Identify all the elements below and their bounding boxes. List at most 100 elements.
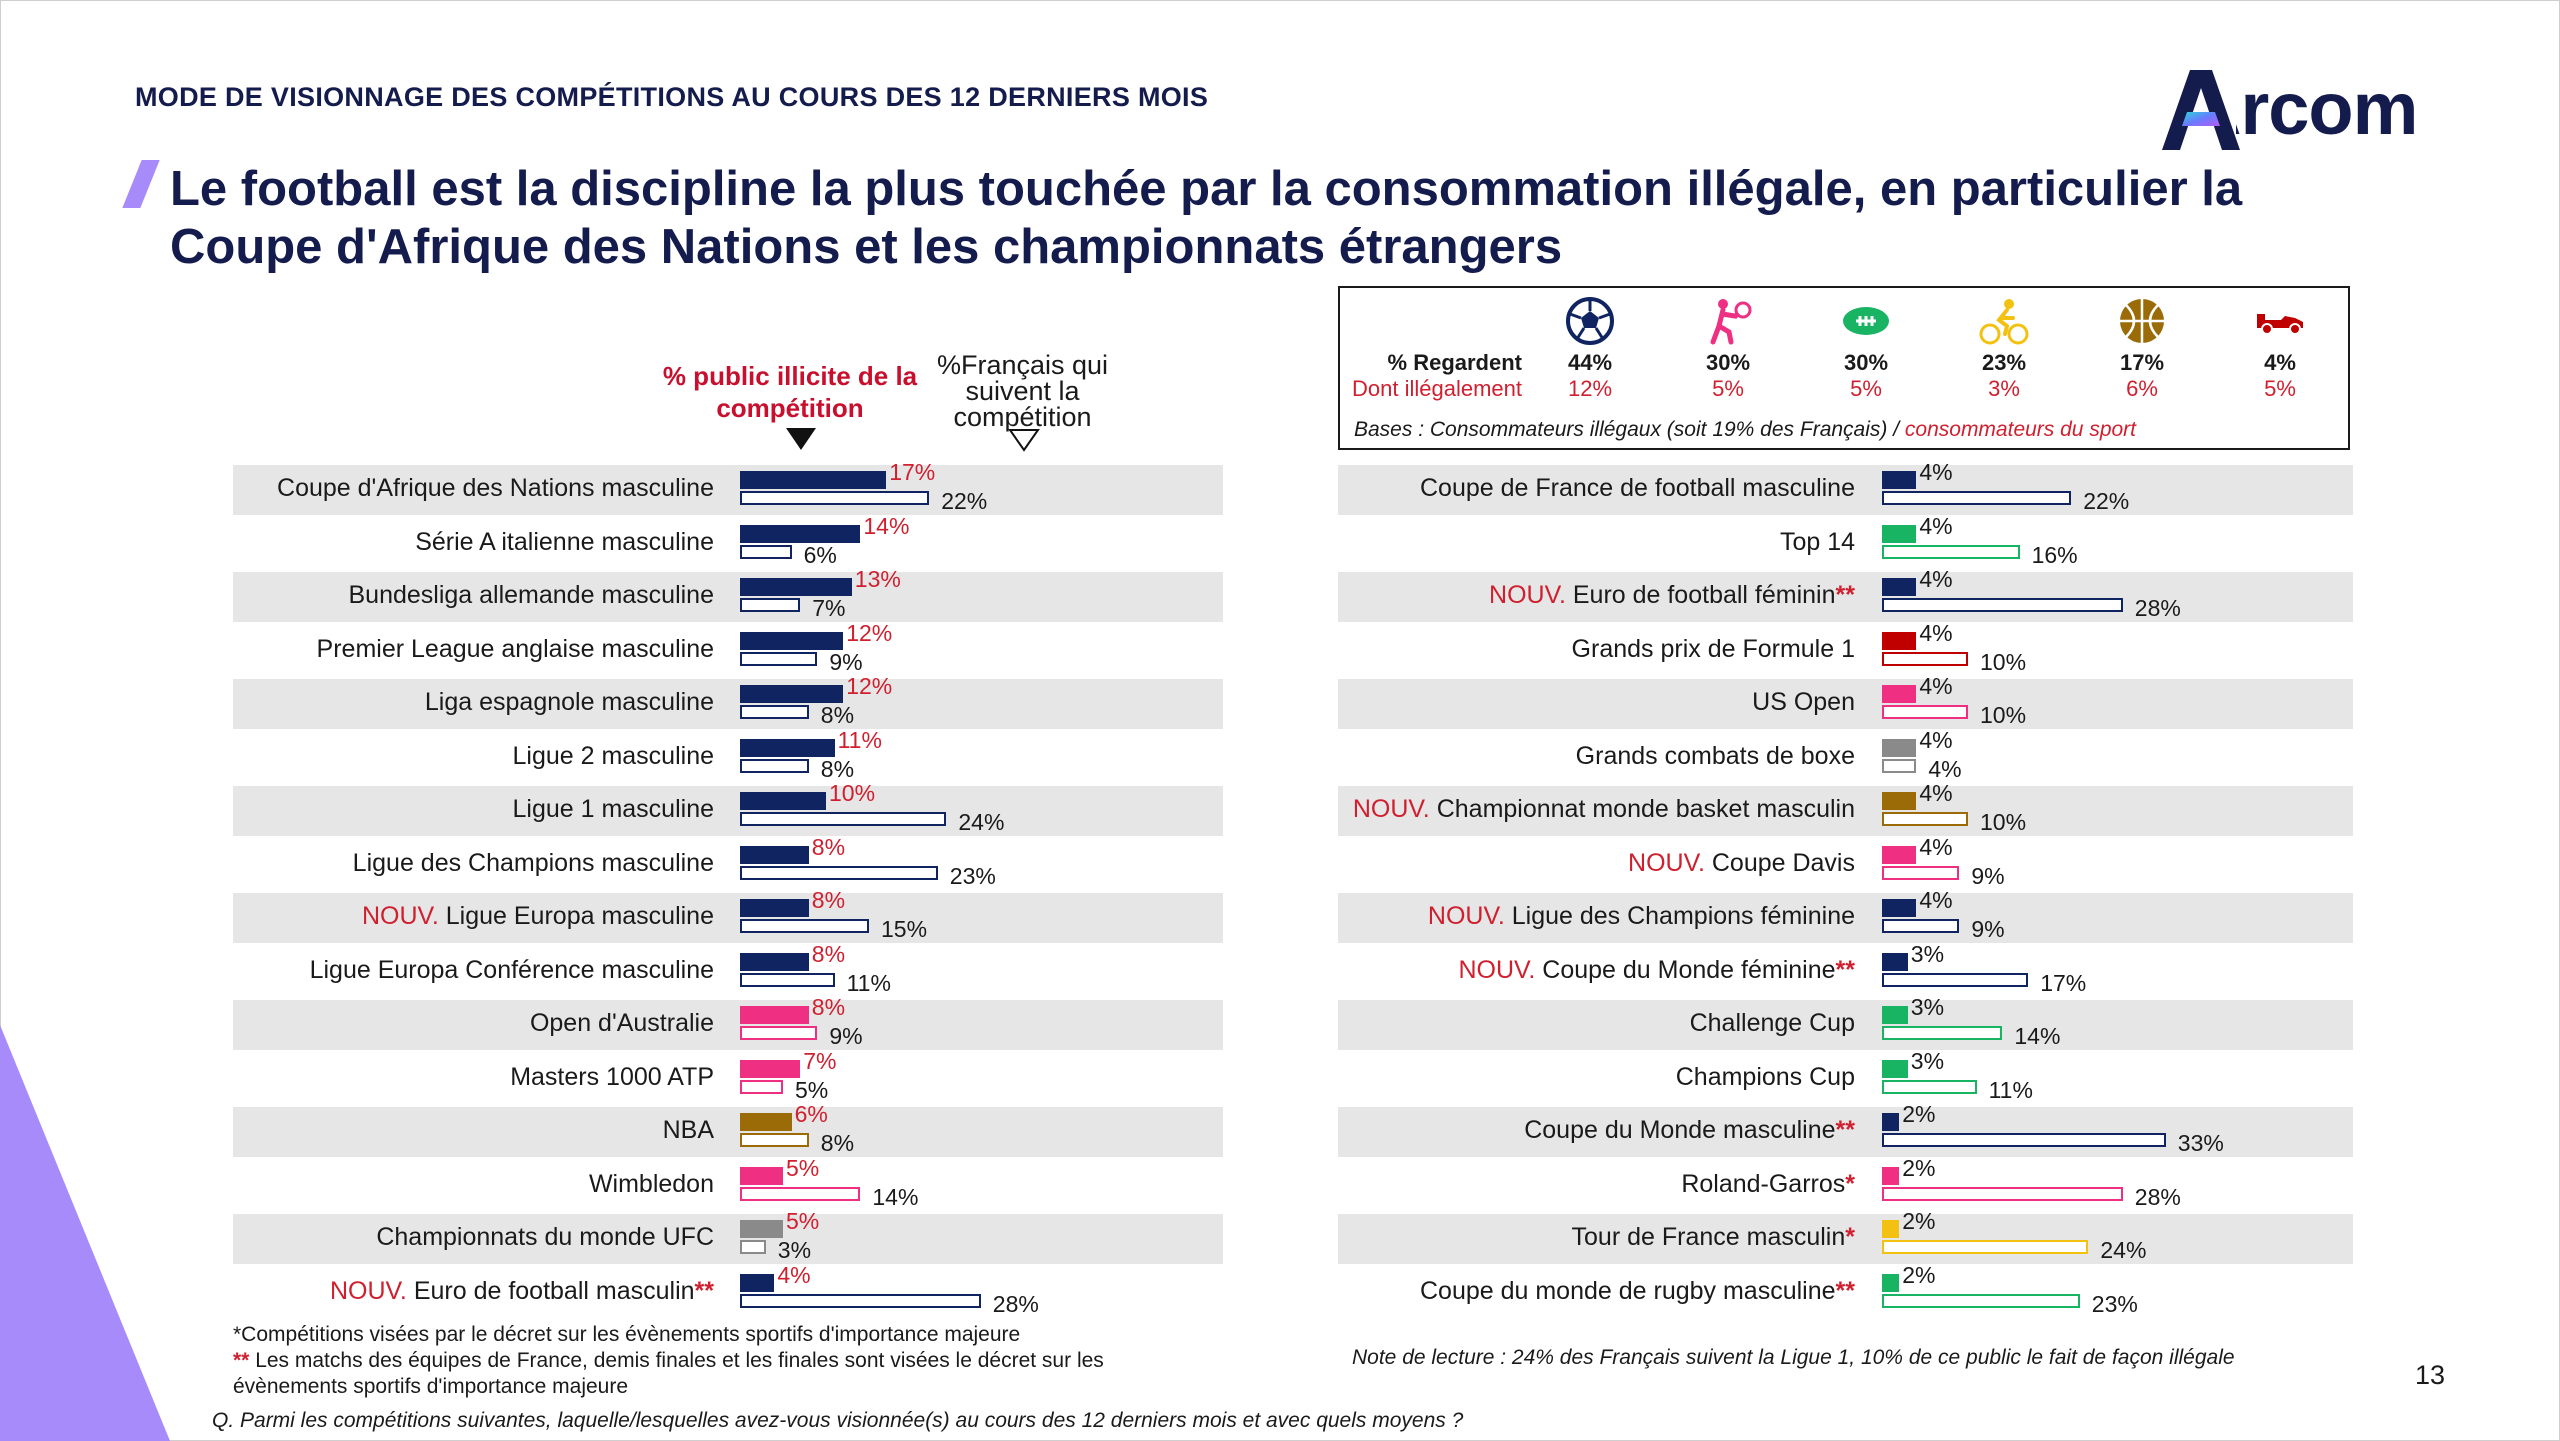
value-label-illicit: 4% xyxy=(1919,619,1953,646)
value-label-follow: 28% xyxy=(2134,595,2181,621)
bar-follow xyxy=(1882,491,2072,505)
table-row-bg xyxy=(1338,679,2353,729)
header-follow-label: %Français qui suivent la compétition xyxy=(936,350,1109,432)
category-name: Championnat monde basket masculin xyxy=(1436,795,1855,823)
category-name: US Open xyxy=(1752,688,1855,716)
category-name: Championnats du monde UFC xyxy=(376,1223,714,1251)
bar-illicit xyxy=(1882,1273,1900,1292)
category-label: Grands prix de Formule 1 xyxy=(1572,635,1855,664)
value-label-follow: 15% xyxy=(881,916,928,942)
bar-follow xyxy=(1882,865,1960,880)
cyclist-icon xyxy=(1979,299,2029,345)
bar-follow xyxy=(1882,812,1968,826)
value-label-illicit: 4% xyxy=(1919,780,1953,806)
bar-follow xyxy=(1882,919,1960,933)
bar-illicit xyxy=(1882,792,1917,810)
bar-follow xyxy=(740,919,869,933)
category-name: Coupe d'Afrique des Nations masculine xyxy=(277,474,714,502)
decree-marker: ** xyxy=(1835,1276,1855,1305)
table-row-bg xyxy=(1338,786,2353,836)
table-row-bg xyxy=(233,465,1223,515)
value-label-follow: 6% xyxy=(803,541,837,568)
category-label: Tour de France masculin* xyxy=(1572,1223,1855,1252)
value-label-follow: 23% xyxy=(2091,1290,2138,1317)
bar-follow xyxy=(740,598,801,612)
table-row-bg xyxy=(233,893,1223,943)
basketball-icon xyxy=(2120,299,2164,343)
legend-bases-prefix: Bases : Consommateurs illégaux (soit 19%… xyxy=(1354,418,1905,441)
value-label-illicit: 12% xyxy=(846,619,893,646)
value-label-illicit: 4% xyxy=(1919,673,1953,699)
category-name: Ligue Europa Conférence masculine xyxy=(309,955,714,984)
new-badge: NOUV. xyxy=(1427,902,1512,930)
tennis-player-icon xyxy=(1710,299,1752,345)
footnote-star2-text: Les matchs des équipes de France, demis … xyxy=(233,1349,1104,1398)
category-label: Coupe du Monde masculine** xyxy=(1524,1116,1855,1145)
bar-illicit xyxy=(740,1059,801,1078)
bar-illicit xyxy=(1882,899,1917,917)
value-label-follow: 4% xyxy=(1928,755,1962,782)
value-label-illicit: 4% xyxy=(1919,833,1953,860)
bar-illicit xyxy=(1882,471,1917,489)
category-label: Open d'Australie xyxy=(530,1009,714,1038)
bar-illicit xyxy=(740,845,809,864)
value-label-follow: 17% xyxy=(2040,969,2087,996)
bar-follow xyxy=(740,651,818,666)
header-illicit-label: % public illicite de la compétition xyxy=(662,361,918,423)
category-label: Ligue 1 masculine xyxy=(512,795,714,824)
value-label-illicit: 3% xyxy=(1910,940,1945,967)
value-label-illicit: 2% xyxy=(1902,1208,1936,1234)
table-row-bg xyxy=(233,1000,1223,1050)
value-label-illicit: 17% xyxy=(889,459,936,485)
category-label: Coupe de France de football masculine xyxy=(1420,474,1855,503)
bar-follow xyxy=(740,812,947,826)
bar-illicit xyxy=(740,952,809,971)
category-name: Coupe du Monde féminine xyxy=(1542,955,1836,984)
bar-follow xyxy=(740,758,809,773)
new-badge: NOUV. xyxy=(361,902,446,930)
arcom-logo-text: Arcom xyxy=(2188,67,2418,150)
category-label: US Open xyxy=(1752,688,1855,717)
value-label-follow: 23% xyxy=(949,862,996,889)
legend-tennis-pct: 30% xyxy=(1705,350,1751,375)
value-label-follow: 9% xyxy=(829,648,863,675)
category-label: NOUV. Coupe Davis xyxy=(1628,849,1855,878)
category-label: Challenge Cup xyxy=(1690,1009,1855,1038)
value-label-follow: 16% xyxy=(2031,541,2078,568)
bar-illicit xyxy=(740,471,887,489)
value-label-illicit: 14% xyxy=(863,512,910,539)
category-label: Coupe d'Afrique des Nations masculine xyxy=(277,474,714,503)
category-label: Série A italienne masculine xyxy=(415,528,714,557)
bar-follow xyxy=(1882,1026,2003,1040)
value-label-illicit: 2% xyxy=(1902,1101,1936,1127)
value-label-follow: 14% xyxy=(872,1183,919,1210)
slide-subtitle: MODE DE VISIONNAGE DES COMPÉTITIONS AU C… xyxy=(135,82,1209,112)
decree-marker: ** xyxy=(1835,955,1855,984)
decree-marker: * xyxy=(1845,1223,1855,1251)
value-label-illicit: 2% xyxy=(1902,1154,1936,1181)
category-name: Coupe du monde de rugby masculine xyxy=(1419,1276,1836,1305)
value-label-follow: 3% xyxy=(777,1237,812,1263)
bar-follow xyxy=(1882,544,2020,559)
value-label-illicit: 8% xyxy=(811,994,846,1020)
table-row-bg xyxy=(1338,1000,2353,1050)
legend-box: % Regardent Dont illégalement 44% 12% 30… xyxy=(1338,286,2350,450)
value-label-illicit: 7% xyxy=(803,1047,837,1074)
value-label-follow: 8% xyxy=(820,1130,855,1156)
category-name: Ligue 1 masculine xyxy=(512,795,714,823)
legend-cycling-pct: 23% xyxy=(1981,350,2027,375)
value-label-follow: 10% xyxy=(1980,809,2027,835)
value-label-illicit: 4% xyxy=(1919,459,1953,485)
category-label: NBA xyxy=(663,1116,714,1145)
table-row-bg xyxy=(1338,1107,2353,1157)
bar-follow xyxy=(740,1186,861,1201)
new-badge: NOUV. xyxy=(1489,581,1573,609)
value-label-follow: 28% xyxy=(2134,1183,2181,1210)
legend-rugby-illegal: 5% xyxy=(1850,376,1882,401)
footnote-star2: ** Les matchs des équipes de France, dem… xyxy=(233,1348,1193,1400)
value-label-illicit: 11% xyxy=(837,726,882,753)
bar-illicit xyxy=(1882,1006,1908,1024)
bar-illicit xyxy=(1882,631,1917,650)
bar-illicit xyxy=(1882,524,1917,543)
category-label: NOUV. Coupe du Monde féminine** xyxy=(1458,956,1855,985)
